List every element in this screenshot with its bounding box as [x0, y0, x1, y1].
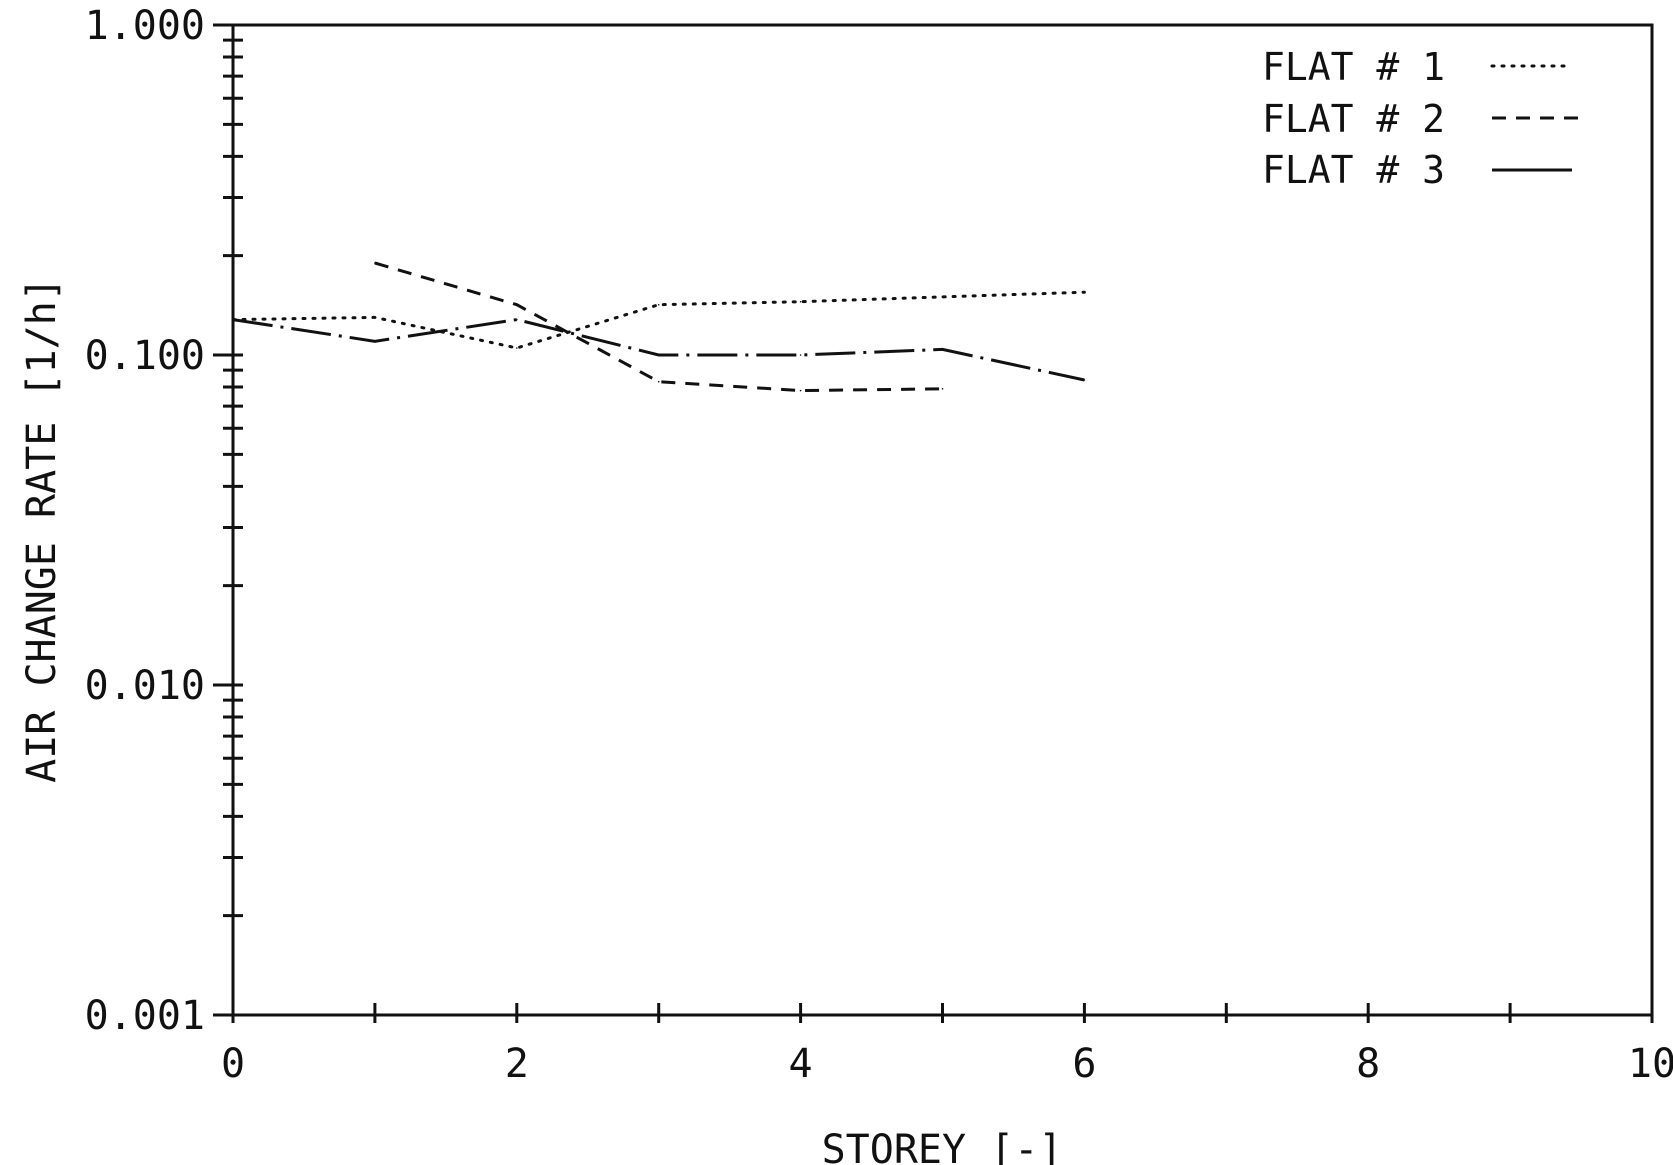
- series-point-flat-3: [657, 354, 660, 356]
- x-tick-label: 4: [789, 1041, 813, 1087]
- series-point-flat-1: [799, 300, 802, 303]
- y-tick-label: 1.000: [85, 3, 205, 49]
- legend-label-flat-2: FLAT # 2: [1262, 97, 1445, 141]
- series-point-flat-2: [657, 380, 660, 383]
- series-point-flat-3: [1083, 379, 1086, 381]
- series-point-flat-3: [799, 354, 802, 356]
- y-tick-label: 0.010: [85, 663, 205, 709]
- series-point-flat-1: [1083, 291, 1086, 293]
- x-axis-ticks: 0 2 4 6 8 10: [221, 1003, 1673, 1087]
- x-tick-label: 10: [1628, 1041, 1673, 1087]
- x-tick-label: 0: [221, 1041, 245, 1087]
- series-point-flat-2: [941, 387, 944, 390]
- series-point-flat-2: [516, 303, 518, 306]
- y-axis-ticks: 1.000 0.100 0.010 0.001: [85, 3, 243, 1039]
- legend-label-flat-3: FLAT # 3: [1262, 148, 1445, 192]
- series-lines: [231, 261, 1086, 393]
- x-tick-label: 2: [505, 1041, 529, 1087]
- series-point-flat-3: [232, 318, 234, 321]
- series-point-flat-1: [516, 347, 518, 349]
- x-tick-label: 8: [1356, 1041, 1380, 1087]
- series-point-flat-2: [799, 389, 802, 392]
- legend-label-flat-1: FLAT # 1: [1262, 45, 1445, 89]
- series-point-flat-3: [374, 340, 376, 343]
- x-axis-title: STOREY [-]: [822, 1127, 1063, 1165]
- y-tick-label: 0.001: [85, 993, 205, 1039]
- series-point-flat-3: [941, 348, 944, 351]
- x-tick-label: 6: [1072, 1041, 1096, 1087]
- series-point-flat-2: [374, 262, 376, 264]
- series-point-flat-1: [941, 296, 944, 298]
- series-line-flat-2: [374, 261, 943, 393]
- series-point-flat-3: [516, 318, 518, 321]
- legend: FLAT # 1 FLAT # 2 FLAT # 3: [1262, 45, 1578, 192]
- y-axis-title: AIR CHANGE RATE [1/h]: [19, 277, 65, 783]
- y-tick-label: 0.100: [85, 333, 205, 379]
- series-point-flat-1: [657, 303, 660, 306]
- series-line-flat-3: [232, 318, 1085, 382]
- series-point-flat-1: [374, 316, 376, 319]
